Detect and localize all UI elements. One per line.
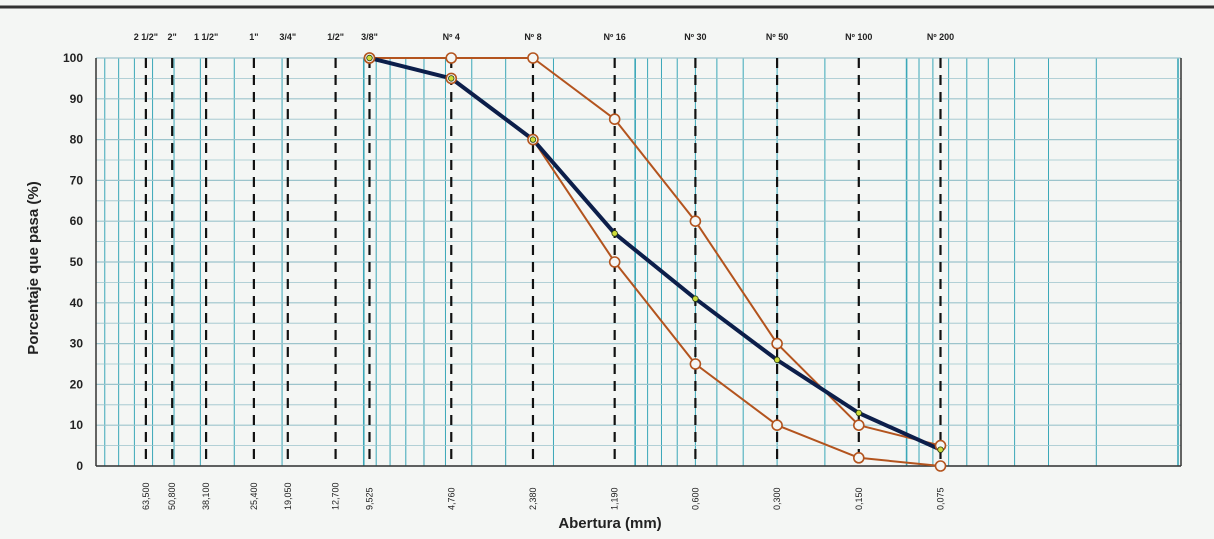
sieve-name-label: Nº 30 xyxy=(684,32,706,42)
sieve-name-labels: 2 1/2" 2" 1 1/2" 1" 3/4" 1/2" 3/8" Nº 4 Nº 8 Nº 1… xyxy=(134,32,954,42)
opening-label: 0,150 xyxy=(854,487,864,510)
opening-label: 0,600 xyxy=(690,487,700,510)
sample-point xyxy=(937,446,944,453)
sieve-name-label: Nº 200 xyxy=(927,32,954,42)
opening-label: 12,700 xyxy=(331,482,341,510)
lower-limit-point xyxy=(771,419,783,432)
sample-line xyxy=(369,56,942,452)
sieve-name-label: 3/4" xyxy=(279,32,296,42)
y-tick-label: 0 xyxy=(76,459,83,473)
y-axis-label: Porcentaje que pasa (%) xyxy=(25,181,42,354)
sample-point xyxy=(773,356,781,364)
sieve-name-label: 1/2" xyxy=(327,32,344,42)
opening-label: 2,380 xyxy=(528,487,538,510)
sample-point xyxy=(611,230,618,237)
sieve-name-label: Nº 16 xyxy=(604,32,626,42)
series-group xyxy=(363,52,947,472)
lower-limit-point xyxy=(608,256,621,268)
y-tick-label: 20 xyxy=(70,377,84,391)
y-tick-label: 80 xyxy=(70,133,84,147)
upper-limit-point xyxy=(771,337,783,350)
y-tick-labels: 0 10 20 30 40 50 60 70 80 90 100 xyxy=(63,51,83,473)
y-tick-label: 50 xyxy=(70,255,84,269)
upper-limit-point xyxy=(445,52,458,64)
upper-limit-point xyxy=(527,52,539,64)
sieve-name-label: Nº 8 xyxy=(524,32,541,42)
y-tick-label: 10 xyxy=(70,418,84,432)
upper-limit-point xyxy=(689,215,702,227)
sieve-name-label: 1 1/2" xyxy=(194,32,218,42)
upper-limit-point xyxy=(852,419,865,432)
sieve-name-label: Nº 50 xyxy=(766,32,788,42)
sieve-name-label: 3/8" xyxy=(361,32,378,42)
y-tick-label: 40 xyxy=(70,296,84,310)
sample-point xyxy=(448,75,455,82)
upper-limit-line xyxy=(369,57,941,447)
sieve-name-label: Nº 4 xyxy=(443,32,460,42)
upper-limit-point xyxy=(608,113,621,125)
lower-limit-point xyxy=(852,452,865,464)
y-tick-label: 30 xyxy=(70,337,84,351)
y-tick-label: 100 xyxy=(63,51,83,65)
sample-point xyxy=(366,54,373,62)
y-tick-label: 90 xyxy=(70,92,84,106)
opening-label: 63,500 xyxy=(141,482,151,510)
y-tick-label: 70 xyxy=(70,173,84,187)
sieve-name-label: 2" xyxy=(168,32,177,42)
opening-label: 4,760 xyxy=(446,487,456,510)
y-tick-label: 60 xyxy=(70,214,84,228)
lower-limit-point xyxy=(689,358,702,370)
sieve-name-label: Nº 100 xyxy=(845,32,872,42)
sieve-name-label: 2 1/2" xyxy=(134,32,158,42)
sample-point xyxy=(529,136,537,143)
sieve-name-label: 1" xyxy=(249,32,258,42)
opening-label: 25,400 xyxy=(249,482,259,510)
opening-labels: 63,500 50,800 38,100 25,400 19,050 12,700 9,52… xyxy=(141,482,946,510)
grid xyxy=(95,57,1182,467)
sample-point xyxy=(855,409,862,417)
lower-limit-point xyxy=(934,460,947,472)
opening-label: 9,525 xyxy=(365,487,375,510)
opening-label: 38,100 xyxy=(201,482,211,510)
sample-point xyxy=(692,295,699,302)
opening-label: 0,300 xyxy=(772,487,782,510)
opening-label: 50,800 xyxy=(167,482,177,510)
sieve-lines xyxy=(144,58,942,466)
x-axis-label: Abertura (mm) xyxy=(558,515,661,532)
opening-label: 0,075 xyxy=(936,487,946,510)
opening-label: 19,050 xyxy=(283,482,293,510)
opening-label: 1,190 xyxy=(610,487,620,510)
